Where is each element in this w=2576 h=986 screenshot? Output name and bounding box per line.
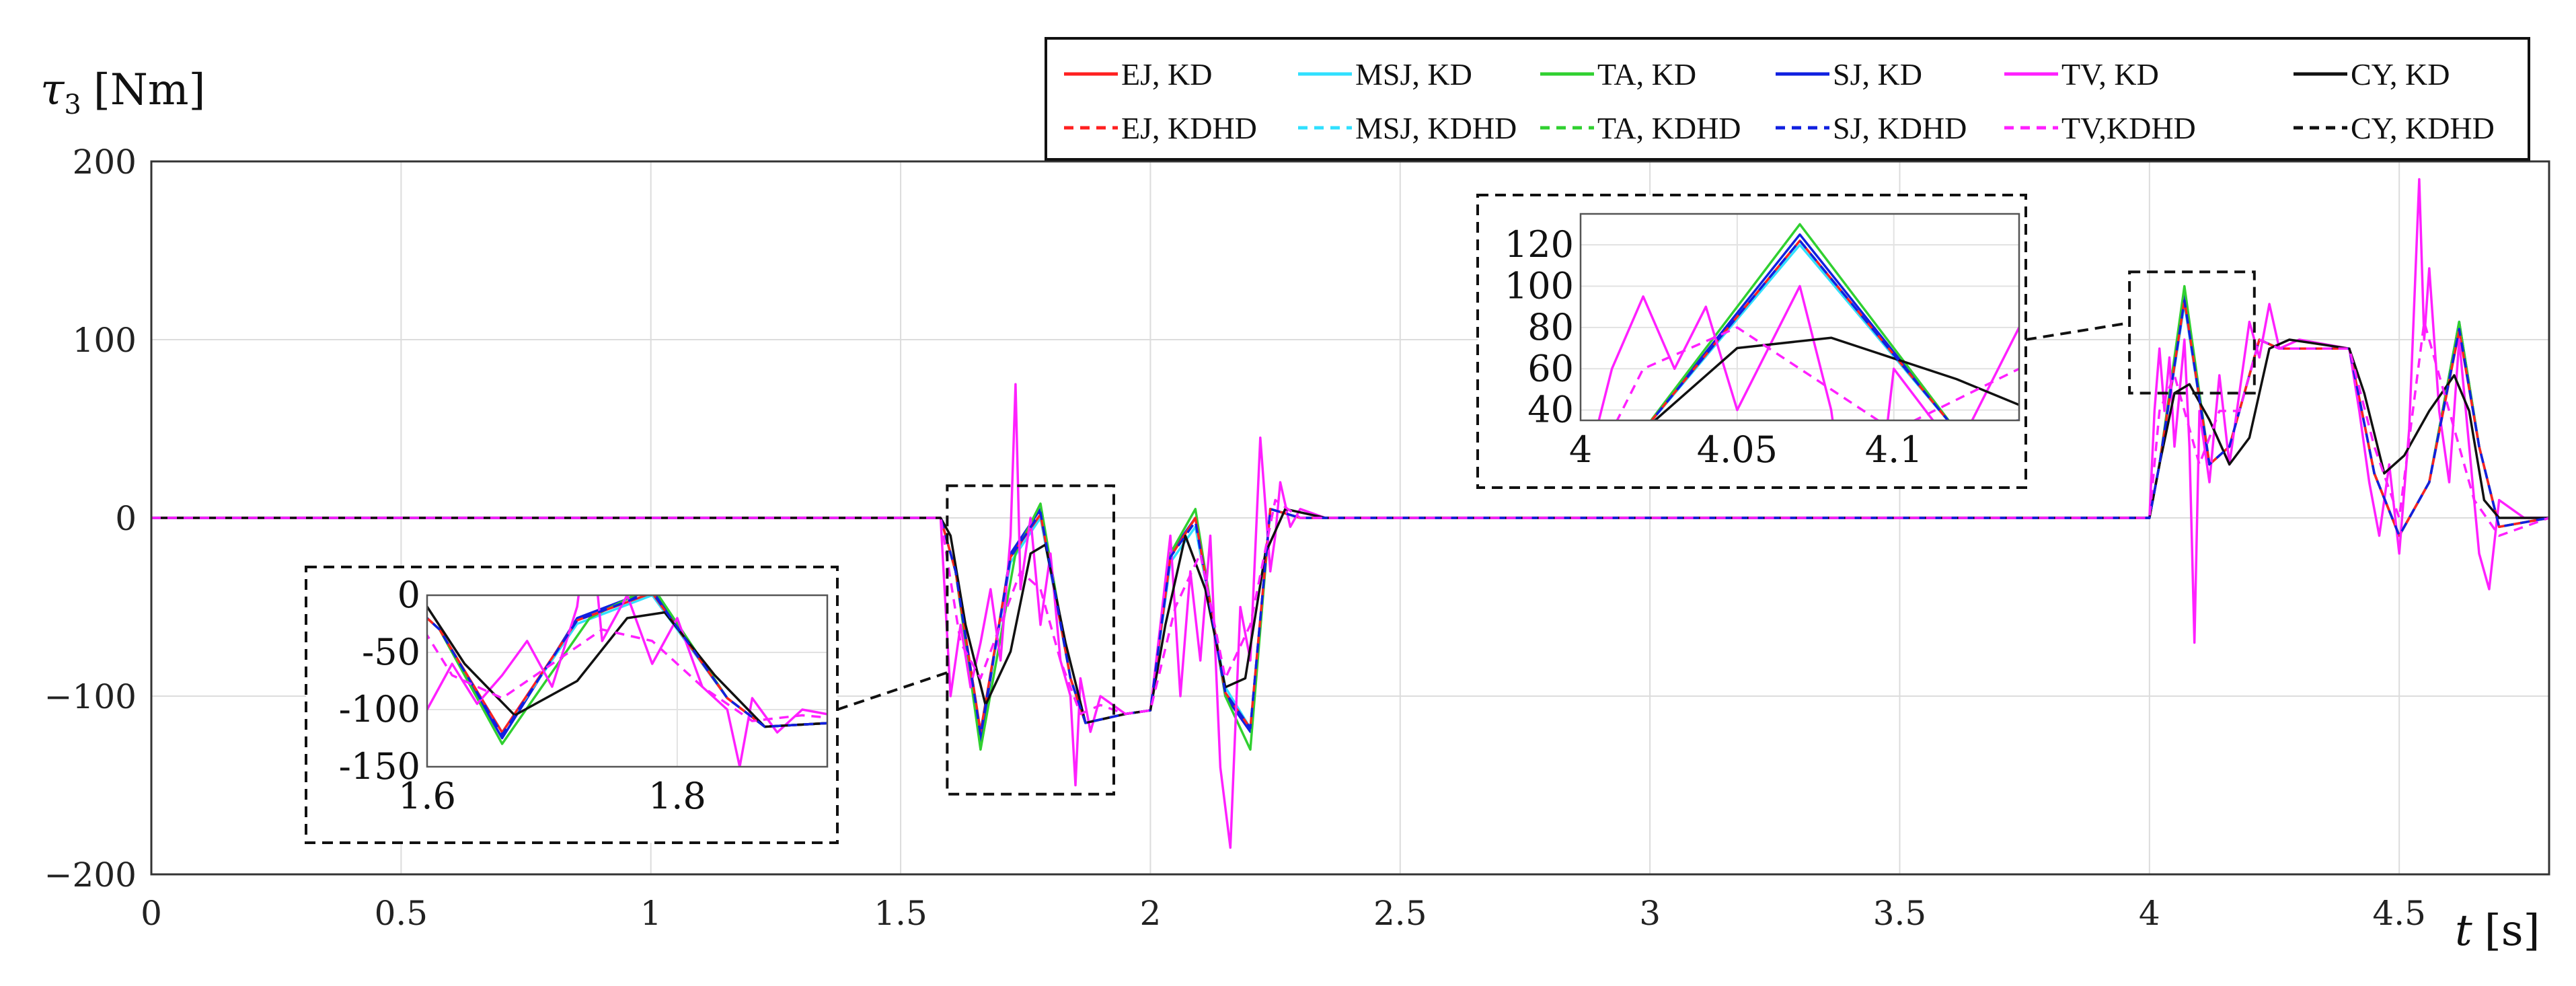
inset-y-tick-label: 60 xyxy=(1527,347,1574,389)
zoom-box-left xyxy=(946,484,1116,796)
series-line-sj-kd xyxy=(427,595,827,740)
inset-y-tick-label: 120 xyxy=(1505,223,1574,266)
legend-label: EJ, KD xyxy=(1121,57,1212,91)
inset-left: 1.6 1.8 0 -50 -100 -150 xyxy=(305,566,839,844)
inset-x-tick-label: 4 xyxy=(1569,428,1592,471)
series-line-tv-kdhd xyxy=(151,320,2550,716)
x-tick-label: 1 xyxy=(640,894,662,933)
y-tick-label: 200 xyxy=(73,143,137,182)
inset-y-tick-label: 80 xyxy=(1527,306,1574,348)
zoom-connector-left xyxy=(837,671,948,711)
legend-label: CY, KD xyxy=(2351,57,2450,91)
inset-frame xyxy=(305,566,839,844)
y-tick-label: −100 xyxy=(44,677,137,716)
x-tick-label: 2 xyxy=(1140,894,1162,933)
inset-axes-frame xyxy=(426,594,829,768)
y-axis-label: τ3 [Nm] xyxy=(40,65,205,120)
zoom-box-right xyxy=(2128,270,2256,395)
inset-x-tick-label: 4.05 xyxy=(1697,428,1778,471)
series-line-sj-kdhd xyxy=(151,299,2550,737)
legend: EJ, KD MSJ, KD TA, KD SJ, KD TV, KD CY, KD EJ,… xyxy=(1045,37,2530,161)
inset-y-tick-label: 0 xyxy=(397,574,420,616)
legend-label: TV, KD xyxy=(2061,57,2159,91)
y-tick-label: −200 xyxy=(44,856,137,895)
inset-x-tick-label: 4.1 xyxy=(1865,428,1923,471)
series-line-cy-kd xyxy=(427,605,827,728)
series-line-tv-kd xyxy=(427,595,827,767)
series-line-tv-kdhd xyxy=(427,628,827,722)
x-tick-label: 1.5 xyxy=(874,894,927,933)
inset-x-tick-label: 1.6 xyxy=(398,775,456,817)
x-tick-label: 4.5 xyxy=(2372,894,2426,933)
inset-y-tick-label: -50 xyxy=(362,631,420,673)
legend-label: MSJ, KDHD xyxy=(1355,111,1517,145)
x-tick-label: 3 xyxy=(1639,894,1661,933)
legend-label: MSJ, KD xyxy=(1355,57,1472,91)
inset-y-tick-label: -150 xyxy=(339,745,420,788)
x-tick-label: 0 xyxy=(141,894,162,933)
y-tick-label: 0 xyxy=(115,499,137,538)
zoom-connector-right xyxy=(2025,321,2130,341)
x-tick-label: 3.5 xyxy=(1873,894,1927,933)
zoom-indicators xyxy=(837,270,2256,796)
inset-y-tick-label: -100 xyxy=(339,688,420,730)
series-line-ta-kd xyxy=(427,595,827,745)
inset-axes-frame xyxy=(1579,213,2020,422)
plot-frame xyxy=(150,160,2550,876)
inset-y-tick-label: 100 xyxy=(1505,264,1574,307)
x-tick-label: 4 xyxy=(2139,894,2160,933)
legend-label: TA, KDHD xyxy=(1597,111,1741,145)
legend-label: SJ, KD xyxy=(1833,57,1922,91)
legend-label: EJ, KDHD xyxy=(1121,111,1257,145)
legend-label: TA, KD xyxy=(1597,57,1696,91)
x-tick-labels: 0 0.5 1 1.5 2 2.5 3 3.5 4 4.5 xyxy=(141,894,2426,933)
inset-frame xyxy=(1476,194,2027,489)
x-tick-label: 2.5 xyxy=(1373,894,1427,933)
y-tick-labels: −200 −100 0 100 200 xyxy=(44,143,137,895)
inset-y-tick-label: 40 xyxy=(1527,389,1574,431)
legend-box xyxy=(1045,37,2530,161)
legend-label: SJ, KDHD xyxy=(1833,111,1967,145)
x-axis-label: t [s] xyxy=(2455,906,2540,956)
series-group xyxy=(151,178,2550,849)
x-tick-label: 0.5 xyxy=(375,894,428,933)
y-tick-label: 100 xyxy=(73,321,137,360)
legend-label: TV,KDHD xyxy=(2061,111,2196,145)
inset-x-tick-label: 1.8 xyxy=(648,775,706,817)
series-line-ej-kd xyxy=(427,595,827,734)
legend-label: CY, KDHD xyxy=(2351,111,2495,145)
